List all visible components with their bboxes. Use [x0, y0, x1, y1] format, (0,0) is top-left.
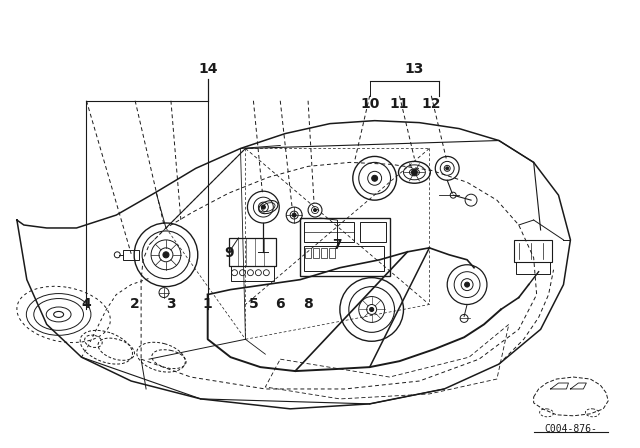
Circle shape [372, 175, 378, 181]
Bar [321, 248, 327, 258]
Bar [124, 250, 139, 260]
Text: 2: 2 [131, 297, 140, 311]
Circle shape [465, 282, 470, 287]
Bar [230, 266, 275, 280]
Bar [516, 262, 550, 274]
Text: 12: 12 [422, 97, 441, 111]
Bar [329, 248, 335, 258]
Circle shape [370, 307, 374, 311]
Text: 13: 13 [404, 62, 424, 76]
Text: 3: 3 [166, 297, 176, 311]
Text: 11: 11 [390, 97, 409, 111]
Circle shape [261, 205, 266, 209]
Bar [514, 240, 552, 262]
Circle shape [412, 169, 417, 175]
Text: 9: 9 [224, 246, 234, 260]
Bar [304, 246, 383, 271]
Text: 5: 5 [248, 297, 259, 311]
Text: 6: 6 [275, 297, 285, 311]
Text: 4: 4 [81, 297, 92, 311]
Text: 7: 7 [332, 238, 342, 252]
Circle shape [292, 213, 296, 217]
Bar [304, 222, 354, 242]
Bar [360, 222, 385, 242]
Bar [305, 248, 311, 258]
Text: 1: 1 [203, 297, 212, 311]
Circle shape [163, 252, 169, 258]
Circle shape [445, 167, 449, 170]
Text: 14: 14 [198, 62, 218, 76]
Bar [313, 248, 319, 258]
Text: C004-876-: C004-876- [544, 424, 597, 434]
Bar [300, 218, 390, 276]
Bar [228, 238, 276, 266]
Text: 10: 10 [360, 97, 380, 111]
Circle shape [314, 209, 317, 211]
Text: 8: 8 [303, 297, 313, 311]
